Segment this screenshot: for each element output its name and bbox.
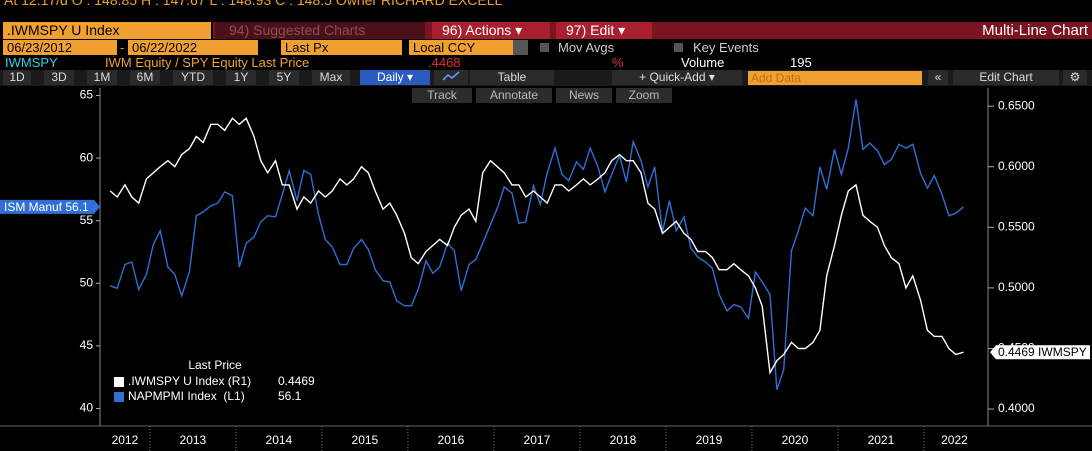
range-button[interactable]: YTD bbox=[173, 70, 213, 85]
y-tick-label: 55 bbox=[80, 213, 94, 227]
series-line bbox=[109, 117, 964, 375]
range-button[interactable]: 1Y bbox=[226, 70, 256, 85]
mov-avgs[interactable]: Mov Avgs bbox=[558, 40, 615, 55]
value-tag-name: IWMSPY bbox=[1038, 345, 1087, 359]
start-date[interactable]: 06/23/2012 bbox=[3, 40, 117, 55]
y-tick-label: 60 bbox=[80, 150, 94, 164]
series-line bbox=[110, 99, 964, 390]
chart-tool-button[interactable]: Zoom bbox=[616, 88, 672, 103]
value-tag bbox=[0, 199, 100, 214]
value-tag-label: 0.4469 IWMSPY bbox=[998, 345, 1087, 359]
x-tick-label: 2017 bbox=[524, 433, 551, 447]
settings-button[interactable]: ⚙ bbox=[1063, 70, 1087, 85]
quote-price: .4468 bbox=[428, 55, 461, 70]
y-tick-label: 40 bbox=[80, 401, 94, 415]
add-data-input[interactable]: Add Data bbox=[748, 71, 922, 85]
legend-swatch bbox=[114, 377, 124, 387]
volume-label: Volume bbox=[681, 55, 725, 70]
x-tick-label: 2021 bbox=[868, 433, 895, 447]
ticker-box[interactable]: .IWMSPY U Index bbox=[3, 22, 211, 39]
legend-box bbox=[108, 354, 304, 408]
checkbox[interactable] bbox=[540, 43, 549, 52]
y-tick-label: 50 bbox=[80, 275, 94, 289]
value-tag bbox=[990, 345, 1090, 360]
field-select[interactable]: Last Px bbox=[281, 40, 402, 55]
x-tick-label: 2016 bbox=[438, 433, 465, 447]
chart-icon bbox=[442, 71, 460, 81]
quote-description: IWM Equity / SPY Equity Last Price bbox=[105, 55, 310, 70]
chart-tool-button[interactable]: Track bbox=[412, 88, 472, 103]
range-button[interactable]: 5Y bbox=[269, 70, 299, 85]
suggested-charts[interactable]: 94) Suggested Charts bbox=[215, 22, 425, 39]
y2-tick-label: 0.5000 bbox=[998, 280, 1035, 294]
x-tick-label: 2022 bbox=[941, 433, 968, 447]
y-tick-label: 45 bbox=[80, 338, 94, 352]
legend-title: Last Price bbox=[188, 358, 242, 372]
y2-tick-label: 0.5500 bbox=[998, 219, 1035, 233]
edit-button[interactable]: 97) Edit ▾ bbox=[556, 22, 652, 39]
volume-value: 195 bbox=[790, 55, 812, 70]
y-tick-label: 65 bbox=[80, 88, 94, 102]
legend-value: 0.4469 bbox=[278, 374, 315, 388]
date-dash: - bbox=[120, 40, 125, 55]
range-button[interactable]: 3D bbox=[44, 70, 74, 85]
quote-symbol: IWMSPY bbox=[5, 55, 58, 70]
collapse-button[interactable]: « bbox=[928, 70, 948, 85]
y2-tick-label: 0.6500 bbox=[998, 98, 1035, 112]
x-tick-label: 2019 bbox=[696, 433, 723, 447]
range-button[interactable]: 1M bbox=[87, 70, 117, 85]
quick-add-button[interactable]: + Quick-Add ▾ bbox=[612, 70, 742, 85]
chart-tool-button[interactable]: News bbox=[556, 88, 612, 103]
x-tick-label: 2013 bbox=[180, 433, 207, 447]
x-tick-label: 2014 bbox=[266, 433, 293, 447]
value-tag-name: ISM Manuf bbox=[4, 200, 63, 214]
chart-tool-button[interactable]: Annotate bbox=[476, 88, 552, 103]
frequency-select[interactable]: Daily ▾ bbox=[360, 70, 430, 85]
checkbox[interactable] bbox=[674, 43, 683, 52]
table-button[interactable]: Table bbox=[470, 70, 554, 85]
actions-button[interactable]: 96) Actions ▾ bbox=[432, 22, 550, 39]
end-date[interactable]: 06/22/2022 bbox=[128, 40, 258, 55]
x-tick-label: 2018 bbox=[610, 433, 637, 447]
legend-label: NAPMPMI Index (L1) bbox=[128, 389, 245, 403]
chart-icon-button[interactable] bbox=[434, 70, 468, 85]
dropdown-arrow[interactable] bbox=[513, 40, 528, 55]
chart-kind: Multi-Line Chart bbox=[982, 22, 1088, 39]
value-tag-value: 0.4469 bbox=[998, 345, 1035, 359]
range-button[interactable]: 6M bbox=[130, 70, 160, 85]
quote-pct: % bbox=[612, 55, 624, 70]
range-button[interactable]: Max bbox=[312, 70, 350, 85]
legend-swatch bbox=[114, 392, 124, 402]
currency-select[interactable]: Local CCY bbox=[409, 40, 513, 55]
status-line: At 12.17/d O : 148.85 H : 147.67 L : 148… bbox=[4, 0, 503, 8]
legend-value: 56.1 bbox=[278, 389, 302, 403]
edit-chart-button[interactable]: Edit Chart bbox=[953, 70, 1059, 85]
x-tick-label: 2020 bbox=[782, 433, 809, 447]
key-events[interactable]: Key Events bbox=[693, 40, 759, 55]
value-tag-value: 56.1 bbox=[65, 200, 89, 214]
x-tick-label: 2012 bbox=[112, 433, 139, 447]
range-button[interactable]: 1D bbox=[3, 70, 31, 85]
value-tag-label: ISM Manuf 56.1 bbox=[4, 200, 89, 214]
x-tick-label: 2015 bbox=[352, 433, 379, 447]
y2-tick-label: 0.6000 bbox=[998, 159, 1035, 173]
y2-tick-label: 0.4000 bbox=[998, 401, 1035, 415]
legend-label: .IWMSPY U Index (R1) bbox=[128, 374, 251, 388]
